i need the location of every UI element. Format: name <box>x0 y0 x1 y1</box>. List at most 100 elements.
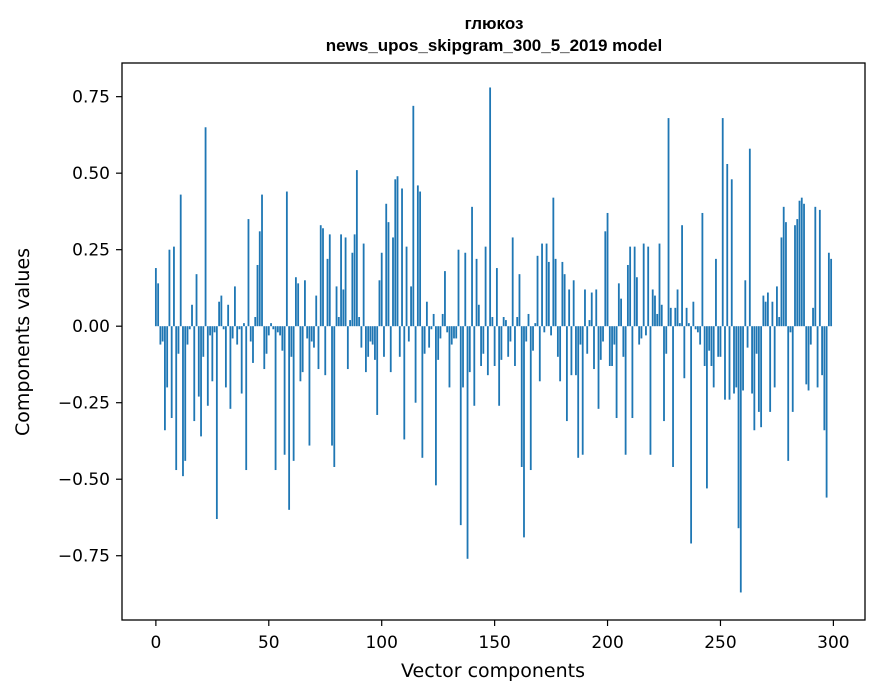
bar-114 <box>412 105 415 327</box>
bar-37 <box>238 326 241 330</box>
y-tick-label: −0.25 <box>58 394 110 414</box>
bar-287 <box>803 203 805 327</box>
bar-229 <box>672 326 674 467</box>
bar-252 <box>724 326 726 400</box>
bar-19 <box>197 326 200 397</box>
bar-257 <box>735 326 738 388</box>
bar-64 <box>299 326 302 382</box>
bar-3 <box>161 326 164 342</box>
bar-108 <box>398 326 401 357</box>
y-axis-ticks: −0.75 −0.50 −0.25 0.00 0.25 0.50 0.75 <box>58 88 122 567</box>
bar-228 <box>669 307 672 327</box>
bar-153 <box>500 326 503 360</box>
bar-202 <box>611 326 613 366</box>
bar-265 <box>753 326 756 431</box>
bar-139 <box>468 326 471 373</box>
bar-270 <box>764 301 767 327</box>
bar-5 <box>166 326 169 388</box>
bar-236 <box>687 323 690 327</box>
bar-52 <box>272 326 275 330</box>
bar-177 <box>554 258 557 327</box>
bar-213 <box>636 277 638 327</box>
bar-242 <box>701 212 704 327</box>
bar-36 <box>236 326 239 345</box>
chart-title-group: глюкоз news_upos_skipgram_300_5_2019 mod… <box>326 14 662 55</box>
bar-237 <box>690 326 693 544</box>
bar-280 <box>787 326 790 461</box>
bar-80 <box>335 286 338 327</box>
bar-186 <box>575 326 577 376</box>
bar-295 <box>821 326 823 376</box>
bar-122 <box>430 326 433 330</box>
bar-193 <box>590 292 593 327</box>
bar-187 <box>577 326 580 458</box>
bar-299 <box>830 258 833 327</box>
bar-194 <box>593 326 595 370</box>
x-tick-label: 100 <box>365 633 397 653</box>
bar-269 <box>762 295 765 327</box>
bar-7 <box>170 326 173 419</box>
bar-38 <box>240 326 243 394</box>
bar-13 <box>184 326 187 461</box>
chart-subtitle: news_upos_skipgram_300_5_2019 model <box>326 36 662 55</box>
bar-259 <box>739 326 742 593</box>
bar-6 <box>168 249 171 327</box>
bar-190 <box>584 289 586 327</box>
bar-27 <box>215 326 218 520</box>
bar-152 <box>498 326 501 406</box>
bar-23 <box>206 326 209 406</box>
bar-272 <box>769 326 772 412</box>
bar-221 <box>654 295 656 327</box>
bar-18 <box>195 274 198 327</box>
bar-111 <box>405 246 408 327</box>
bar-219 <box>649 326 652 455</box>
bar-73 <box>319 225 322 327</box>
bar-281 <box>789 326 792 333</box>
bar-8 <box>173 246 175 327</box>
bar-97 <box>374 326 376 360</box>
bar-118 <box>421 326 424 458</box>
bar-55 <box>279 326 281 336</box>
bar-126 <box>439 326 442 339</box>
bar-39 <box>243 323 245 327</box>
bar-238 <box>692 301 695 327</box>
bar-180 <box>561 261 564 327</box>
bar-124 <box>435 326 437 486</box>
bar-282 <box>791 326 794 412</box>
bar-0 <box>154 268 157 327</box>
bar-103 <box>387 222 390 327</box>
bar-60 <box>290 326 293 357</box>
x-tick-label: 0 <box>150 633 161 653</box>
bar-86 <box>349 320 351 327</box>
bar-74 <box>322 228 324 327</box>
bar-241 <box>699 326 702 345</box>
bar-222 <box>656 313 659 327</box>
bar-151 <box>495 268 498 327</box>
bar-207 <box>622 326 625 357</box>
bar-30 <box>222 326 225 330</box>
bar-78 <box>331 326 333 446</box>
bar-93 <box>365 326 367 373</box>
bar-70 <box>313 326 315 348</box>
bar-160 <box>516 317 519 327</box>
bar-91 <box>360 326 363 348</box>
bar-115 <box>414 326 417 403</box>
bar-227 <box>667 118 670 327</box>
bar-283 <box>794 225 796 327</box>
bar-289 <box>807 326 810 391</box>
bar-224 <box>660 304 663 327</box>
bar-292 <box>814 206 817 327</box>
bar-279 <box>785 222 787 327</box>
bar-116 <box>416 185 419 327</box>
bar-291 <box>812 307 814 327</box>
bar-62 <box>294 277 297 327</box>
bar-33 <box>229 326 232 409</box>
x-tick-label: 300 <box>817 633 849 653</box>
bar-255 <box>730 179 733 327</box>
bar-89 <box>355 170 358 327</box>
bar-4 <box>164 326 166 431</box>
bar-28 <box>218 301 221 327</box>
bar-271 <box>766 292 769 327</box>
bar-266 <box>755 326 758 354</box>
bar-157 <box>509 326 512 342</box>
